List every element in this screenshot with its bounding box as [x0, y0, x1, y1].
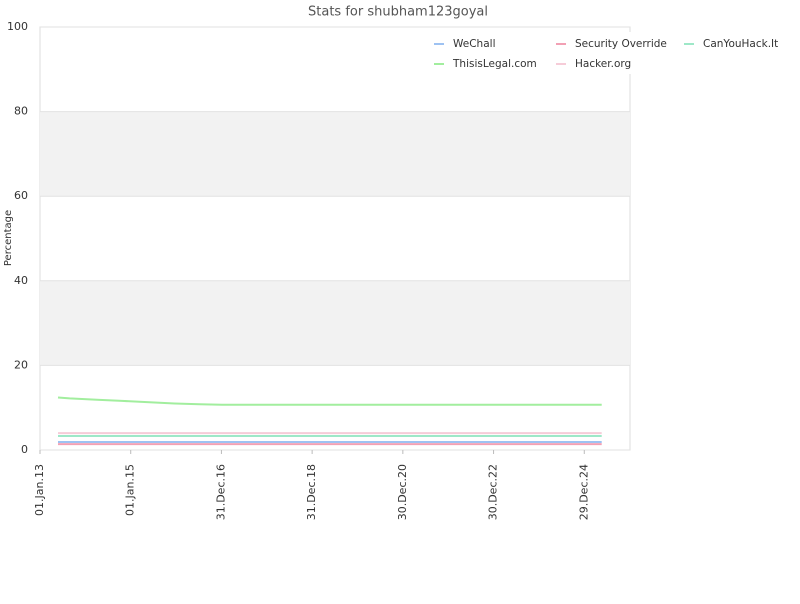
plot-area — [39, 26, 631, 451]
y-tick-label: 80 — [14, 105, 28, 118]
legend-label: Hacker.org — [575, 58, 631, 70]
y-tick-label: 40 — [14, 274, 28, 287]
x-tick-label: 31.Dec.18 — [305, 464, 318, 520]
legend-label: CanYouHack.It — [703, 38, 778, 50]
y-tick-label: 20 — [14, 358, 28, 371]
legend-label: WeChall — [453, 38, 495, 50]
series-line — [57, 396, 602, 406]
x-tick-label: 30.Dec.20 — [396, 464, 409, 520]
legend-label: ThisisLegal.com — [452, 58, 537, 70]
y-tick-label: 60 — [14, 189, 28, 202]
legend-label: Security Override — [575, 38, 667, 50]
legend: WeChall Security Override CanYouHack.It Thi… — [422, 32, 778, 74]
y-tick-label: 0 — [21, 443, 28, 456]
y-axis-label: Percentage — [3, 210, 14, 266]
chart-title: Stats for shubham123goyal — [308, 5, 488, 20]
x-tick-label: 30.Dec.22 — [487, 464, 500, 520]
x-tick-label: 01.Jan.13 — [33, 464, 46, 516]
x-tick-label: 31.Dec.16 — [214, 464, 227, 520]
legend-box — [422, 32, 632, 74]
grid-band — [40, 111, 630, 197]
grid-band — [40, 280, 630, 366]
y-tick-label: 100 — [7, 20, 28, 33]
x-tick-label: 01.Jan.15 — [124, 464, 137, 516]
x-tick-label: 29.Dec.24 — [577, 464, 590, 520]
